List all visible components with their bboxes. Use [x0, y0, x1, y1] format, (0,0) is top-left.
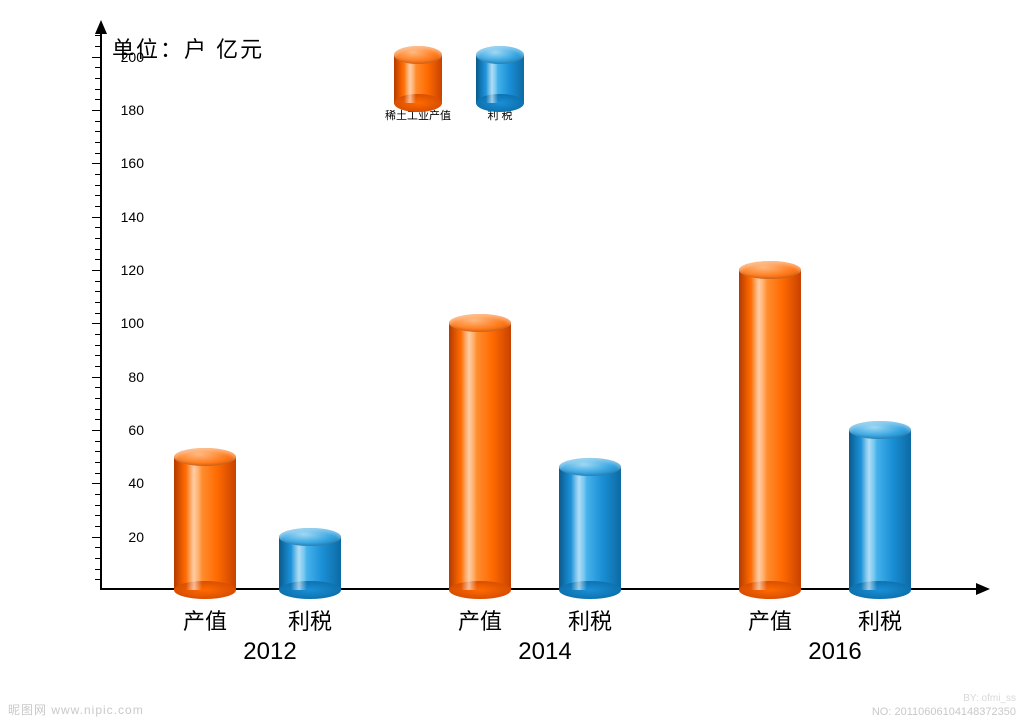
y-tick	[95, 451, 100, 452]
y-axis-label: 180	[104, 102, 144, 118]
bar-2012-产值	[174, 457, 236, 590]
y-tick	[95, 569, 100, 570]
watermark-left: 昵图网 www.nipic.com	[8, 701, 144, 718]
bar-label: 产值	[748, 604, 792, 636]
bar-2016-利税	[849, 430, 911, 590]
y-axis-label: 40	[104, 475, 144, 491]
y-tick	[95, 441, 100, 442]
y-tick	[92, 377, 100, 378]
y-tick	[92, 430, 100, 431]
y-axis-label: 100	[104, 315, 144, 331]
y-axis-label: 200	[104, 49, 144, 65]
y-tick	[95, 46, 100, 47]
y-tick	[95, 558, 100, 559]
bar-2014-产值	[449, 323, 511, 590]
y-tick	[95, 387, 100, 388]
bar-label: 利税	[568, 604, 612, 636]
y-axis-label: 60	[104, 422, 144, 438]
y-tick	[95, 494, 100, 495]
legend-item: 利 税	[476, 55, 524, 123]
y-tick	[95, 131, 100, 132]
bar-label: 产值	[458, 604, 502, 636]
y-tick	[92, 270, 100, 271]
y-tick	[95, 174, 100, 175]
y-tick	[92, 217, 100, 218]
y-tick	[92, 57, 100, 58]
y-tick	[95, 515, 100, 516]
legend: 稀土工业产值利 税	[385, 55, 524, 123]
y-tick	[95, 238, 100, 239]
bar-2016-产值	[739, 270, 801, 590]
y-tick	[95, 505, 100, 506]
y-tick	[95, 462, 100, 463]
y-tick	[95, 334, 100, 335]
y-tick	[95, 547, 100, 548]
bar-2014-利税	[559, 467, 621, 590]
y-tick	[95, 206, 100, 207]
y-tick	[95, 398, 100, 399]
y-axis-label: 20	[104, 529, 144, 545]
watermark-by: BY: ofmi_ss	[963, 693, 1016, 704]
year-label: 2016	[808, 638, 861, 666]
y-tick	[95, 345, 100, 346]
chart-plot-area: 单位：户 亿元 稀土工业产值利 税	[100, 30, 970, 590]
y-tick	[95, 579, 100, 580]
y-tick	[95, 249, 100, 250]
bar-legend-blue	[476, 55, 524, 103]
y-tick	[95, 121, 100, 122]
y-tick	[92, 483, 100, 484]
y-tick	[95, 302, 100, 303]
y-tick	[95, 313, 100, 314]
y-tick	[92, 163, 100, 164]
y-tick	[95, 67, 100, 68]
y-tick	[95, 35, 100, 36]
y-tick	[95, 259, 100, 260]
y-tick	[95, 227, 100, 228]
legend-item: 稀土工业产值	[385, 55, 451, 123]
y-tick	[95, 89, 100, 90]
y-axis-label: 80	[104, 369, 144, 385]
y-axis-label: 120	[104, 262, 144, 278]
y-axis-arrow-icon	[95, 20, 107, 34]
bar-legend-orange	[394, 55, 442, 103]
y-tick	[92, 537, 100, 538]
bar-label: 产值	[183, 604, 227, 636]
y-tick	[95, 153, 100, 154]
bar-label: 利税	[858, 604, 902, 636]
y-tick	[95, 355, 100, 356]
y-tick	[95, 291, 100, 292]
y-tick	[92, 323, 100, 324]
y-tick	[95, 185, 100, 186]
x-axis-arrow-icon	[976, 583, 990, 595]
y-tick	[95, 281, 100, 282]
y-axis	[100, 30, 102, 590]
bar-label: 利税	[288, 604, 332, 636]
year-label: 2014	[518, 638, 571, 666]
y-tick	[95, 473, 100, 474]
y-tick	[95, 526, 100, 527]
y-axis-label: 140	[104, 209, 144, 225]
y-tick	[95, 99, 100, 100]
y-tick	[95, 195, 100, 196]
year-label: 2012	[243, 638, 296, 666]
watermark-right: NO: 20110606104148372350	[872, 706, 1016, 718]
bar-2012-利税	[279, 537, 341, 590]
y-tick	[95, 419, 100, 420]
y-tick	[92, 110, 100, 111]
y-tick	[95, 142, 100, 143]
y-axis-label: 160	[104, 155, 144, 171]
y-tick	[95, 78, 100, 79]
y-tick	[95, 366, 100, 367]
y-tick	[95, 409, 100, 410]
